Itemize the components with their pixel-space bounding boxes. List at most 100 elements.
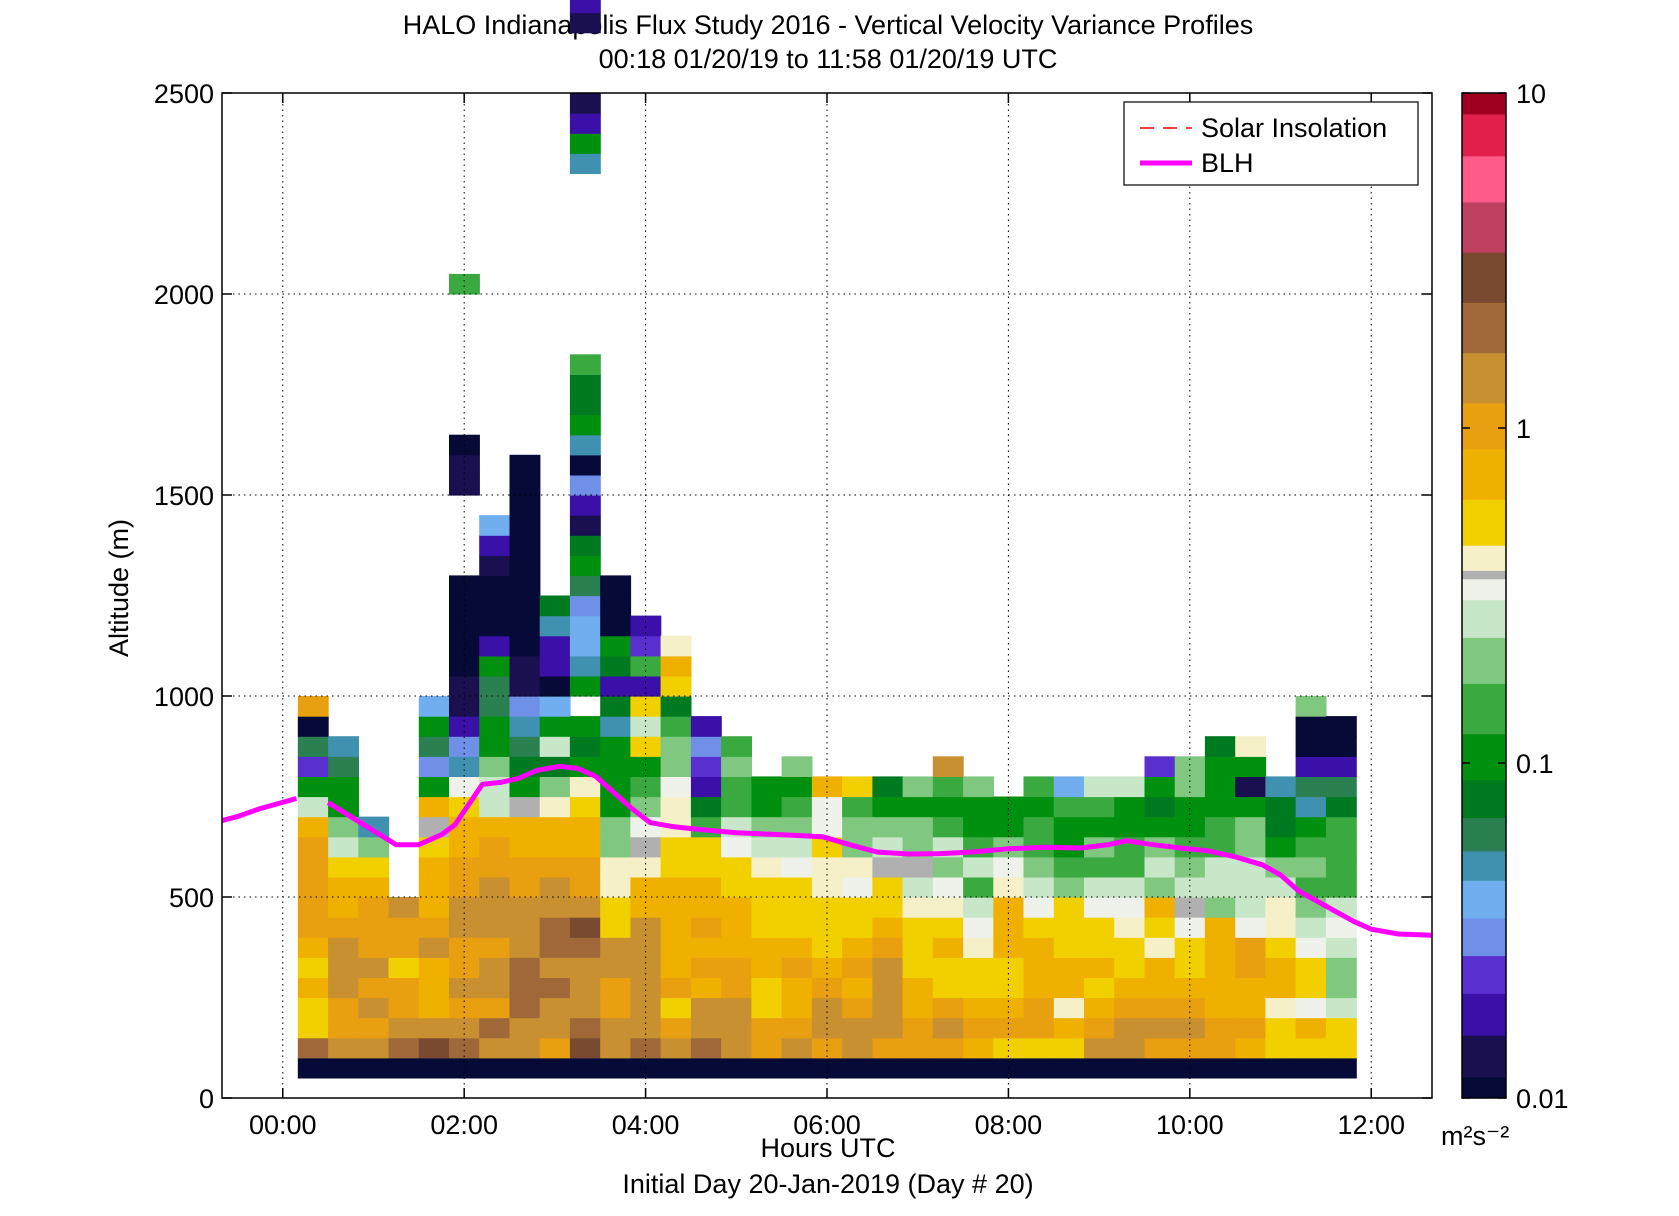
heatmap-cell: [902, 897, 934, 918]
heatmap-cell: [781, 776, 813, 798]
colorbar-band: [1462, 737, 1506, 743]
heatmap-cell: [1023, 856, 1055, 878]
colorbar-band: [1462, 365, 1506, 370]
heatmap-cell: [1325, 776, 1357, 798]
heatmap-cell: [1053, 997, 1085, 1019]
heatmap-cell: [751, 856, 783, 878]
heatmap-cell: [1114, 796, 1146, 818]
colorbar-band: [1462, 913, 1506, 919]
colorbar-band: [1462, 721, 1506, 726]
colorbar-band: [1462, 193, 1506, 199]
colorbar-band: [1462, 423, 1506, 429]
colorbar-band: [1462, 444, 1506, 450]
heatmap-cell: [660, 696, 692, 717]
colorbar-band: [1462, 457, 1506, 462]
heatmap-cell: [872, 816, 904, 838]
colorbar-band: [1462, 951, 1506, 957]
heatmap-cell: [539, 917, 571, 938]
colorbar-band: [1462, 394, 1506, 400]
colorbar-band: [1462, 189, 1506, 194]
colorbar-band: [1462, 411, 1506, 416]
colorbar-band: [1462, 1047, 1506, 1053]
colorbar-band: [1462, 344, 1506, 349]
colorbar-band: [1462, 570, 1506, 576]
heatmap-cell: [479, 736, 511, 757]
heatmap-cell: [660, 796, 692, 818]
colorbar-band: [1462, 800, 1506, 806]
heatmap-cell: [1053, 1037, 1085, 1059]
heatmap-cell: [600, 615, 632, 637]
heatmap-cell: [781, 856, 813, 878]
heatmap-cell: [811, 856, 843, 878]
colorbar-band: [1462, 428, 1506, 433]
colorbar-band: [1462, 670, 1506, 676]
heatmap-cell: [932, 756, 964, 777]
heatmap-cell: [1295, 937, 1327, 958]
heatmap-cell: [569, 937, 601, 958]
heatmap-cell: [993, 1037, 1025, 1059]
colorbar-band: [1462, 620, 1506, 626]
heatmap-cell: [1235, 776, 1267, 798]
heatmap-cell: [902, 917, 934, 938]
heatmap-cell: [569, 414, 601, 436]
colorbar-band: [1462, 327, 1506, 333]
heatmap-cell: [1144, 1037, 1176, 1059]
heatmap-cell: [600, 957, 632, 978]
heatmap-cell: [963, 876, 994, 898]
colorbar-band: [1462, 687, 1506, 693]
heatmap-cell: [328, 957, 359, 978]
colorbar-band: [1462, 432, 1506, 437]
heatmap-cell: [963, 997, 994, 1019]
colorbar-band: [1462, 469, 1506, 475]
heatmap-cell: [358, 836, 390, 858]
heatmap-cell: [842, 977, 873, 999]
heatmap-cell: [1204, 917, 1236, 938]
heatmap-cell: [569, 716, 601, 737]
heatmap-cell: [569, 917, 601, 938]
heatmap-cell: [1325, 917, 1357, 938]
colorbar-band: [1462, 495, 1506, 500]
heatmap-cell: [1114, 997, 1146, 1019]
heatmap-cell: [569, 354, 601, 375]
heatmap-cell: [932, 957, 964, 978]
heatmap-cell: [963, 856, 994, 878]
heatmap-cell: [1325, 816, 1357, 838]
colorbar-band: [1462, 151, 1506, 157]
heatmap-cell: [721, 937, 752, 958]
heatmap-cell: [600, 937, 632, 958]
heatmap-cell: [539, 615, 571, 637]
colorbar-band: [1462, 901, 1506, 906]
heatmap-cell: [660, 876, 692, 898]
colorbar-tick-label: 1: [1516, 414, 1531, 444]
heatmap-cell: [1325, 716, 1357, 737]
heatmap-cell: [539, 977, 571, 999]
heatmap-cell: [449, 756, 480, 777]
colorbar-band: [1462, 264, 1506, 270]
heatmap-cell: [328, 836, 359, 858]
colorbar-band: [1462, 549, 1506, 555]
colorbar-band: [1462, 964, 1506, 969]
heatmap-cell: [449, 575, 480, 597]
colorbar-tick-label: 0.1: [1516, 749, 1554, 779]
heatmap-cell: [1295, 756, 1327, 777]
heatmap-cell: [600, 977, 632, 999]
chart-subtitle: 00:18 01/20/19 to 11:58 01/20/19 UTC: [599, 44, 1058, 74]
heatmap-cell: [569, 0, 601, 14]
heatmap-cell: [479, 696, 511, 717]
heatmap-cell: [569, 394, 601, 416]
colorbar-band: [1462, 235, 1506, 241]
heatmap-cell: [872, 957, 904, 978]
heatmap-cell: [660, 675, 692, 697]
heatmap-cell: [328, 816, 359, 838]
heatmap-cell: [600, 1017, 632, 1039]
colorbar-band: [1462, 876, 1506, 881]
heatmap-cell: [509, 776, 541, 798]
heatmap-cell: [569, 1017, 601, 1039]
heatmap-cell: [600, 1057, 632, 1079]
x-axis-ticks: 00:00 02:00 04:00 06:00 08:00 10:00 12:00: [249, 93, 1405, 1140]
heatmap-cell: [781, 1057, 813, 1079]
colorbar-band: [1462, 461, 1506, 467]
x-axis-label-day: Initial Day 20-Jan-2019 (Day # 20): [622, 1169, 1033, 1199]
heatmap-cell: [509, 816, 541, 838]
